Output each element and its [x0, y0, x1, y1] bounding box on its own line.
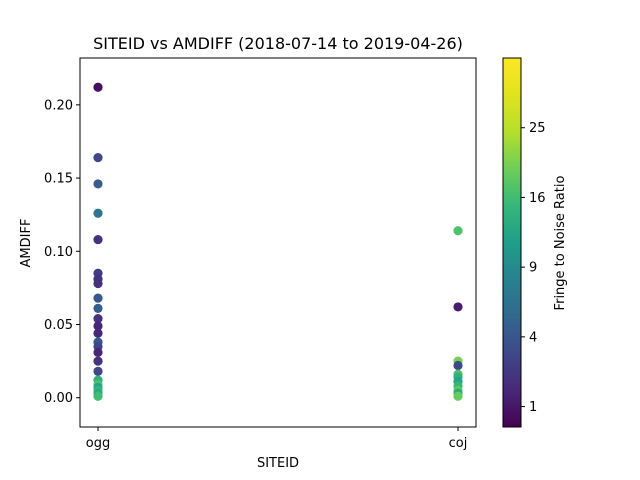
chart-title: SITEID vs AMDIFF (2018-07-14 to 2019-04-… — [93, 34, 463, 53]
data-point — [93, 347, 103, 357]
x-tick-label: ogg — [86, 436, 110, 451]
plot-area: ogg coj 0.00 0.05 0.10 0.15 0.20 — [44, 57, 477, 451]
y-tick-label: 0.20 — [44, 98, 73, 113]
data-point — [93, 356, 103, 366]
colorbar-label: Fringe to Noise Ratio — [553, 176, 568, 311]
data-point — [93, 82, 103, 92]
data-point — [93, 328, 103, 338]
data-point — [93, 391, 103, 401]
data-point — [93, 314, 103, 324]
colorbar-tick-label: 16 — [529, 191, 546, 206]
colorbar-ticks: 1 4 9 16 25 — [521, 121, 546, 415]
y-tick-label: 0.00 — [44, 391, 73, 406]
data-point — [93, 366, 103, 376]
data-point — [93, 208, 103, 218]
y-tick-label: 0.05 — [44, 318, 73, 333]
data-point — [93, 152, 103, 163]
x-tick-label: coj — [449, 436, 468, 451]
data-point — [93, 179, 103, 189]
colorbar-tick-label: 25 — [529, 121, 546, 136]
colorbar-tick-label: 1 — [529, 400, 537, 415]
data-point — [93, 293, 103, 303]
colorbar-tick-label: 4 — [529, 330, 537, 345]
colorbar: 1 4 9 16 25 Fringe to Noise Ratio — [502, 57, 568, 428]
data-point — [453, 302, 463, 312]
data-point — [453, 226, 463, 236]
y-axis-label: AMDIFF — [19, 219, 34, 268]
y-tick-label: 0.15 — [44, 172, 73, 187]
data-point — [453, 391, 463, 401]
x-axis-label: SITEID — [257, 456, 299, 471]
plot-frame — [79, 57, 477, 428]
x-axis: ogg coj — [86, 427, 468, 451]
y-tick-label: 0.10 — [44, 245, 73, 260]
colorbar-tick-label: 9 — [529, 261, 537, 276]
data-point — [93, 278, 103, 289]
data-point — [453, 360, 463, 371]
colorbar-gradient — [502, 57, 522, 428]
data-point — [93, 321, 103, 331]
data-point — [93, 234, 103, 245]
y-axis: 0.00 0.05 0.10 0.15 0.20 — [44, 98, 80, 406]
points-layer — [93, 82, 463, 401]
data-point — [93, 303, 103, 313]
